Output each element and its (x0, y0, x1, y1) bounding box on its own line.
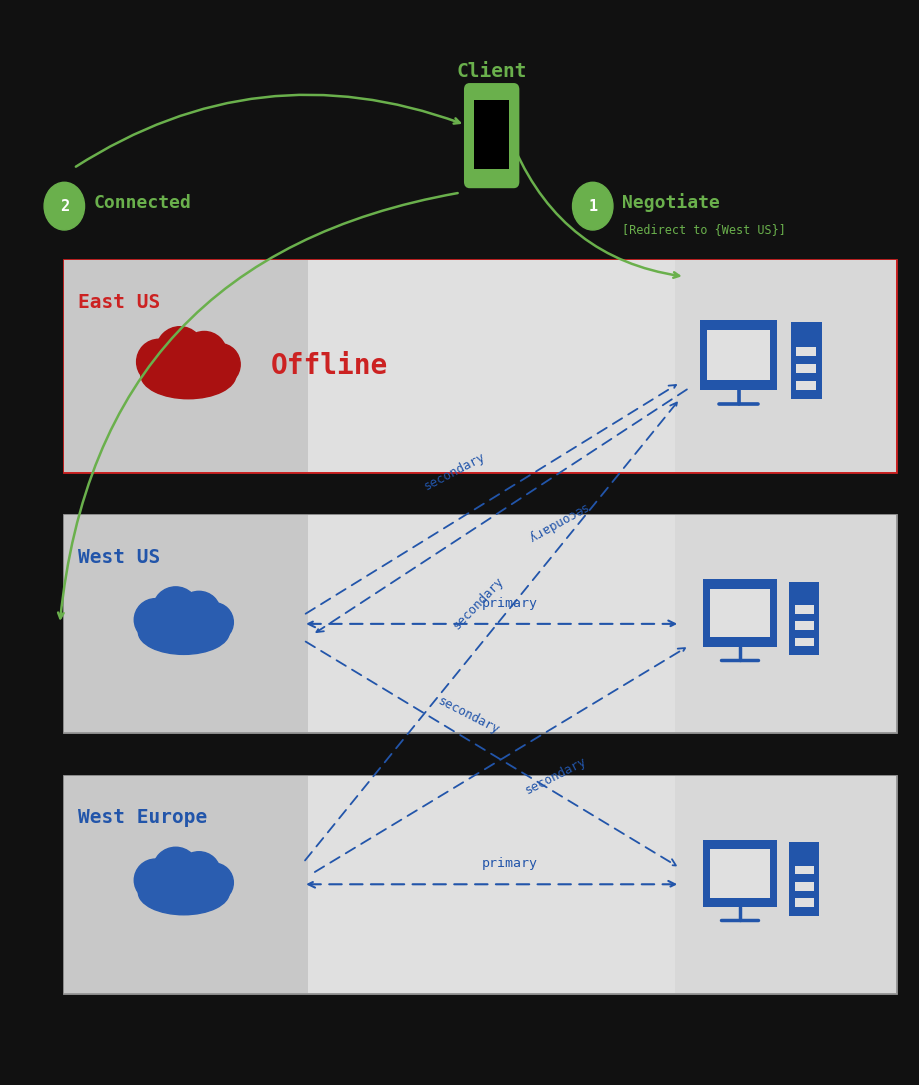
Ellipse shape (139, 870, 230, 915)
Text: [Redirect to {West US}]: [Redirect to {West US}] (622, 224, 786, 237)
Text: Negotiate: Negotiate (622, 193, 720, 213)
Ellipse shape (134, 599, 176, 641)
FancyBboxPatch shape (700, 320, 777, 391)
FancyBboxPatch shape (709, 850, 770, 897)
FancyBboxPatch shape (474, 101, 509, 168)
Text: secondary: secondary (523, 754, 589, 797)
Text: West US: West US (78, 548, 160, 567)
FancyBboxPatch shape (795, 638, 813, 647)
FancyBboxPatch shape (790, 322, 822, 399)
Text: East US: East US (78, 293, 160, 312)
Text: primary: primary (482, 857, 538, 870)
Ellipse shape (177, 591, 221, 631)
Text: 1: 1 (588, 199, 597, 214)
Ellipse shape (153, 847, 199, 892)
Text: secondary: secondary (422, 450, 488, 493)
FancyBboxPatch shape (64, 260, 896, 472)
Text: Connected: Connected (94, 194, 192, 212)
FancyBboxPatch shape (703, 579, 777, 647)
FancyBboxPatch shape (308, 260, 675, 472)
Ellipse shape (195, 603, 233, 641)
Circle shape (44, 182, 85, 230)
FancyBboxPatch shape (308, 515, 675, 732)
Ellipse shape (139, 610, 230, 654)
Ellipse shape (182, 331, 226, 375)
FancyBboxPatch shape (703, 840, 777, 907)
Text: West Europe: West Europe (78, 808, 208, 828)
Ellipse shape (177, 852, 221, 892)
Ellipse shape (153, 587, 199, 631)
Text: secondary: secondary (436, 694, 502, 738)
FancyBboxPatch shape (707, 330, 770, 381)
FancyBboxPatch shape (64, 515, 896, 732)
FancyBboxPatch shape (789, 842, 819, 916)
FancyBboxPatch shape (795, 866, 813, 875)
Text: primary: primary (482, 597, 538, 610)
FancyBboxPatch shape (64, 515, 308, 732)
Text: secondary: secondary (523, 500, 589, 545)
FancyBboxPatch shape (796, 347, 816, 356)
Ellipse shape (141, 352, 236, 399)
Ellipse shape (195, 864, 233, 903)
Text: 2: 2 (60, 199, 69, 214)
FancyBboxPatch shape (795, 882, 813, 891)
FancyBboxPatch shape (64, 776, 308, 993)
Ellipse shape (137, 340, 181, 384)
FancyBboxPatch shape (675, 260, 896, 472)
FancyBboxPatch shape (795, 898, 813, 907)
FancyBboxPatch shape (796, 363, 816, 373)
FancyBboxPatch shape (64, 260, 308, 472)
FancyBboxPatch shape (675, 776, 896, 993)
FancyBboxPatch shape (465, 85, 518, 187)
Text: Client: Client (457, 62, 527, 81)
Ellipse shape (156, 327, 204, 374)
FancyBboxPatch shape (709, 589, 770, 637)
Circle shape (573, 182, 613, 230)
Text: Offline: Offline (271, 353, 389, 380)
Ellipse shape (200, 344, 240, 385)
FancyBboxPatch shape (795, 622, 813, 630)
FancyBboxPatch shape (308, 776, 675, 993)
Text: secondary: secondary (449, 575, 506, 633)
FancyBboxPatch shape (789, 582, 819, 655)
Ellipse shape (134, 859, 176, 902)
FancyBboxPatch shape (675, 515, 896, 732)
FancyBboxPatch shape (795, 605, 813, 614)
FancyBboxPatch shape (796, 381, 816, 391)
FancyBboxPatch shape (64, 776, 896, 993)
